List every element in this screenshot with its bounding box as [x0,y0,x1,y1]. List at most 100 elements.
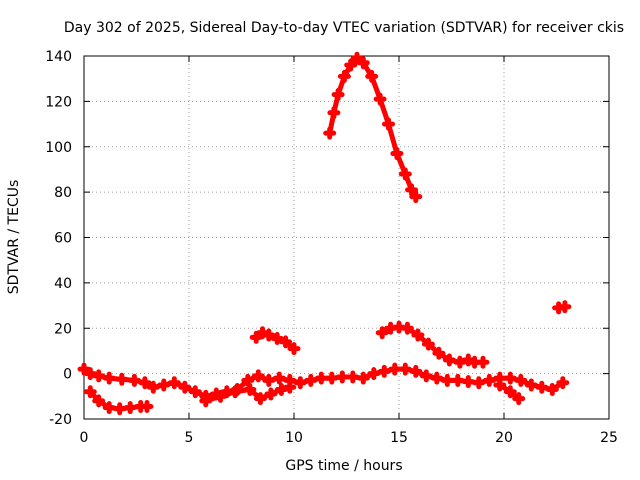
data-point [140,400,154,414]
tick-labels: 0 5 10 15 20 25 -20 0 20 40 60 80 100 120 140 [45,49,618,446]
data-point [331,88,345,102]
data-point [453,355,467,369]
data-point [167,376,181,390]
data-point [123,401,137,415]
x-tick-label: 15 [390,430,408,446]
data-point [405,183,419,197]
data-point [512,392,526,406]
data-point [400,321,414,335]
data-point [146,380,160,394]
data-point [327,106,341,120]
data-point [115,372,129,386]
data-point [113,402,127,416]
data-point [264,387,278,401]
y-tick-label: 120 [45,94,72,110]
data-point [92,394,106,408]
data-point [367,367,381,381]
data-point [243,383,257,397]
x-axis-label: GPS time / hours [285,458,402,474]
data-point [102,371,116,385]
data-point [228,385,242,399]
data-point [279,335,293,349]
data-point [92,369,106,383]
data-point [356,56,370,70]
data-point [251,369,265,383]
data-point [419,369,433,383]
data-point [390,147,404,161]
data-point [83,385,97,399]
data-point [337,69,351,83]
data-point [472,376,486,390]
x-tick-label: 5 [185,430,194,446]
data-point [411,328,425,342]
data-point [83,367,97,381]
data-point [451,373,465,387]
data-point [558,300,572,314]
x-tick-label: 20 [495,430,513,446]
data-point [388,362,402,376]
data-point [214,389,227,403]
y-tick-label: 0 [63,367,72,383]
data-point [476,355,490,369]
x-tick-label: 10 [285,430,303,446]
data-point [346,370,360,384]
data-point [199,394,213,408]
data-point [514,373,528,387]
data-point [188,385,202,399]
data-point [373,92,387,106]
data-point [77,362,91,376]
data-point [398,167,412,181]
data-point [556,376,570,390]
data-point [440,373,454,387]
data-point [545,383,559,397]
data-point [270,331,284,345]
data-point [274,383,288,397]
y-tick-label: 40 [54,276,72,292]
x-tick-label: 0 [80,430,89,446]
data-point [157,378,171,392]
data-point [535,380,549,394]
data-point [503,385,517,399]
data-point [283,380,297,394]
chart-title: Day 302 of 2025, Sidereal Day-to-day VTE… [64,20,624,36]
data-point [409,364,423,378]
data-point [377,364,391,378]
data-point [241,373,255,387]
data-point [365,69,379,83]
data-point [272,371,286,385]
data-point [323,126,337,140]
data-point [503,371,517,385]
data-series [77,51,572,416]
data-point [482,373,496,387]
data-point [127,373,141,387]
data-point [138,376,152,390]
data-point [249,330,263,344]
y-tick-label: 20 [54,321,72,337]
y-tick-label: -20 [49,412,72,428]
data-point [430,371,444,385]
y-axis-label: SDTVAR / TECUs [6,180,22,295]
data-point [350,51,364,65]
data-point [421,337,435,351]
data-point [314,371,328,385]
y-tick-label: 80 [54,185,72,201]
data-point [356,371,370,385]
y-tick-label: 100 [45,140,72,156]
data-point [461,375,475,389]
data-point [262,373,276,387]
data-point [432,346,446,360]
data-point [344,58,358,72]
data-point [325,371,339,385]
data-point [293,376,307,390]
x-tick-label: 25 [600,430,618,446]
data-point [253,392,267,406]
data-point [493,378,507,392]
data-point [262,328,276,342]
data-point [178,380,192,394]
data-point [524,378,538,392]
data-point [442,353,456,367]
data-point [398,362,412,376]
data-point [287,342,301,356]
